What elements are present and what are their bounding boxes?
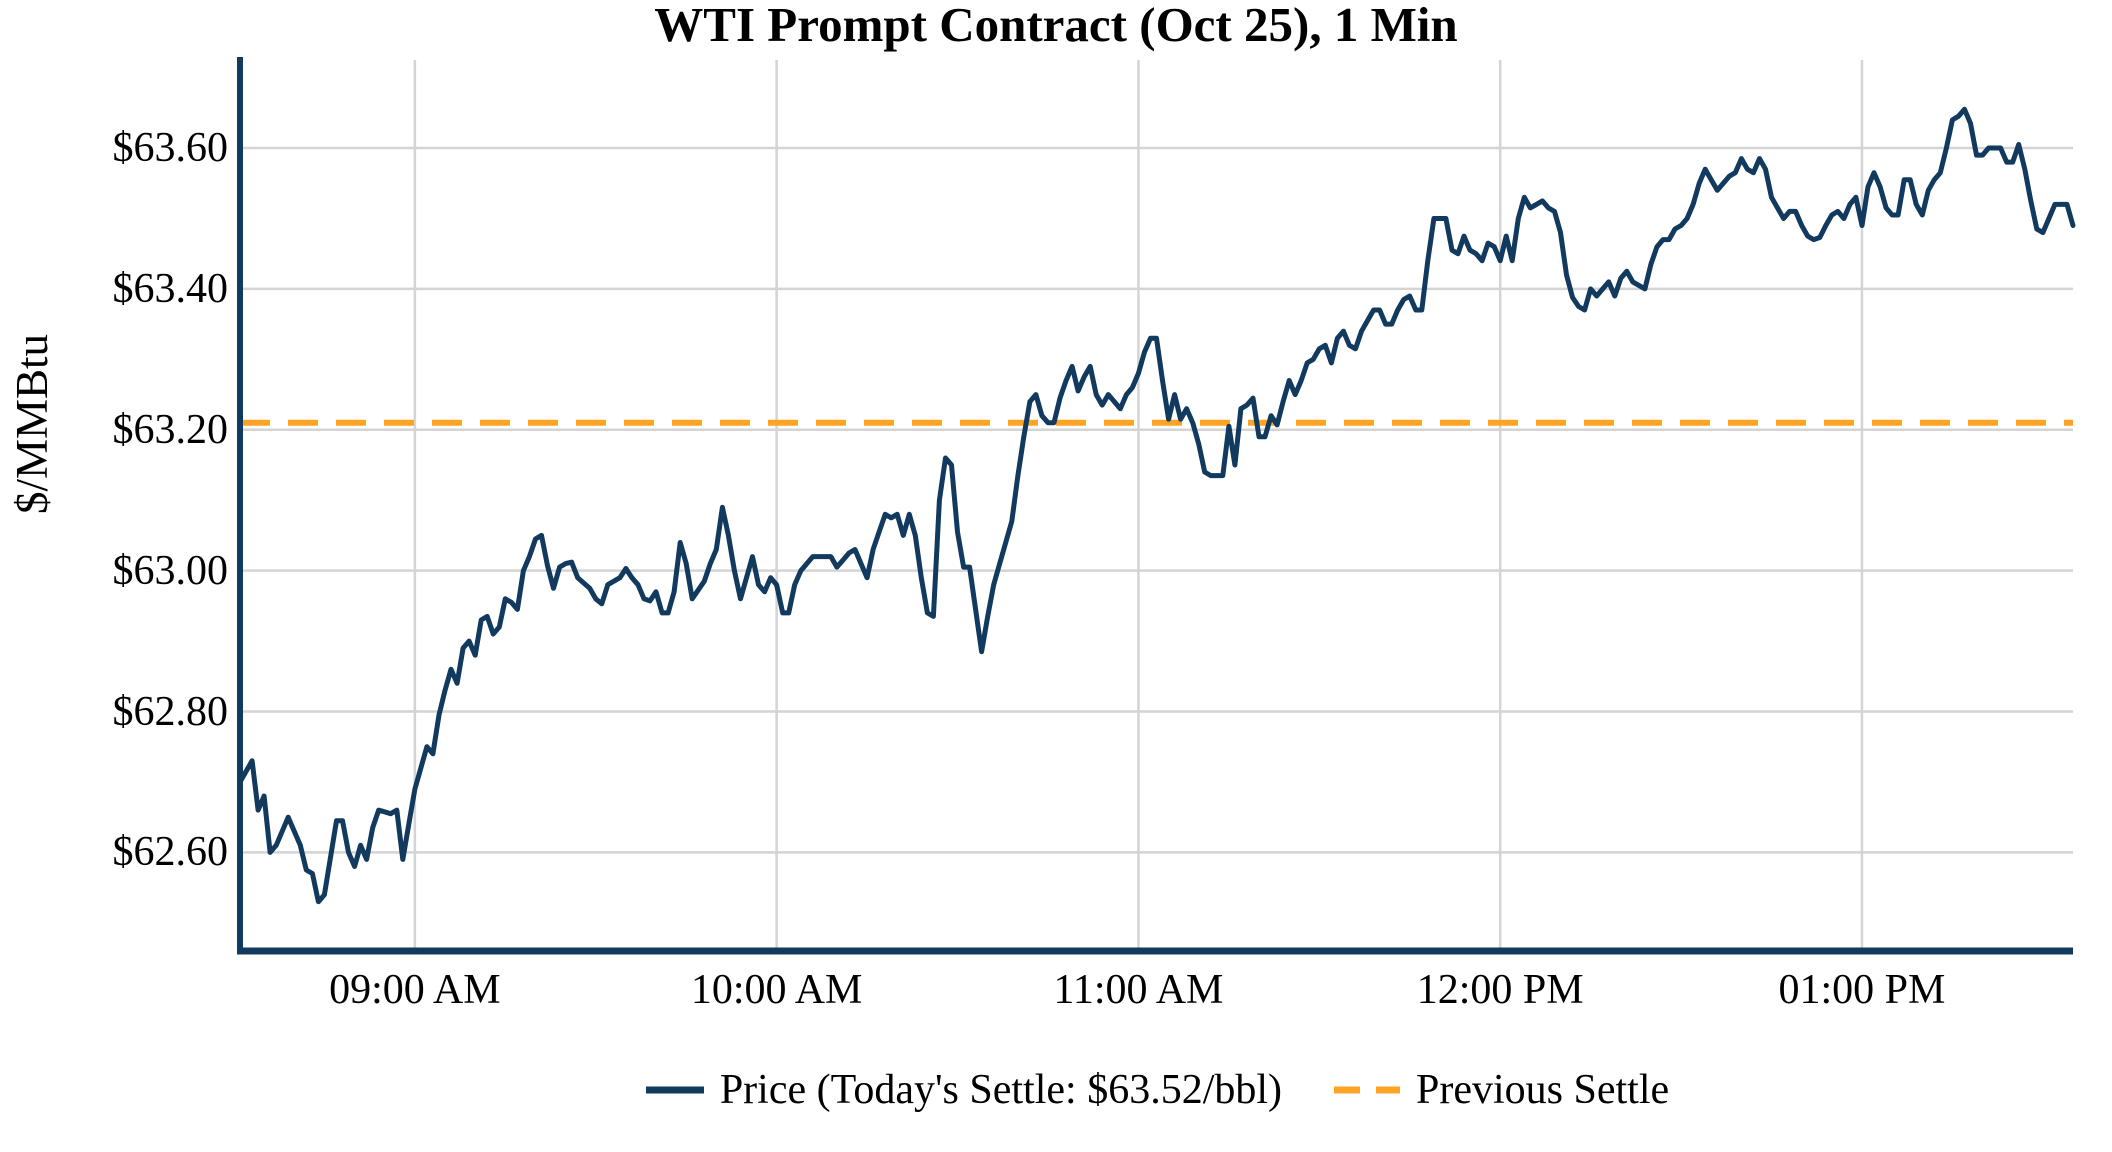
legend-price-label: Price (Today's Settle: $63.52/bbl)	[719, 1067, 1283, 1113]
legend-previous-settle-label: Previous Settle	[1416, 1067, 1670, 1113]
y-tick-label: $63.60	[112, 125, 229, 172]
x-tick-label: 11:00 AM	[1053, 967, 1224, 1013]
y-tick-label: $62.60	[112, 829, 229, 876]
price-line-swatch	[645, 1086, 704, 1094]
x-tick-label: 01:00 PM	[1778, 967, 1946, 1013]
x-tick-label: 10:00 AM	[690, 967, 863, 1013]
y-tick-label: $63.40	[112, 265, 229, 312]
price-line	[237, 106, 2076, 905]
y-tick-label: $63.20	[112, 406, 229, 453]
legend: Price (Today's Settle: $63.52/bbl) Previ…	[240, 1060, 2073, 1120]
y-tick-label: $63.00	[112, 547, 229, 594]
x-tick-label: 09:00 AM	[329, 967, 501, 1013]
previous-settle-swatch	[1334, 1086, 1401, 1094]
x-tick-label: 12:00 PM	[1416, 967, 1584, 1013]
y-tick-label: $62.80	[112, 688, 229, 735]
chart-title: WTI Prompt Contract (Oct 25), 1 Min	[654, 0, 1458, 52]
